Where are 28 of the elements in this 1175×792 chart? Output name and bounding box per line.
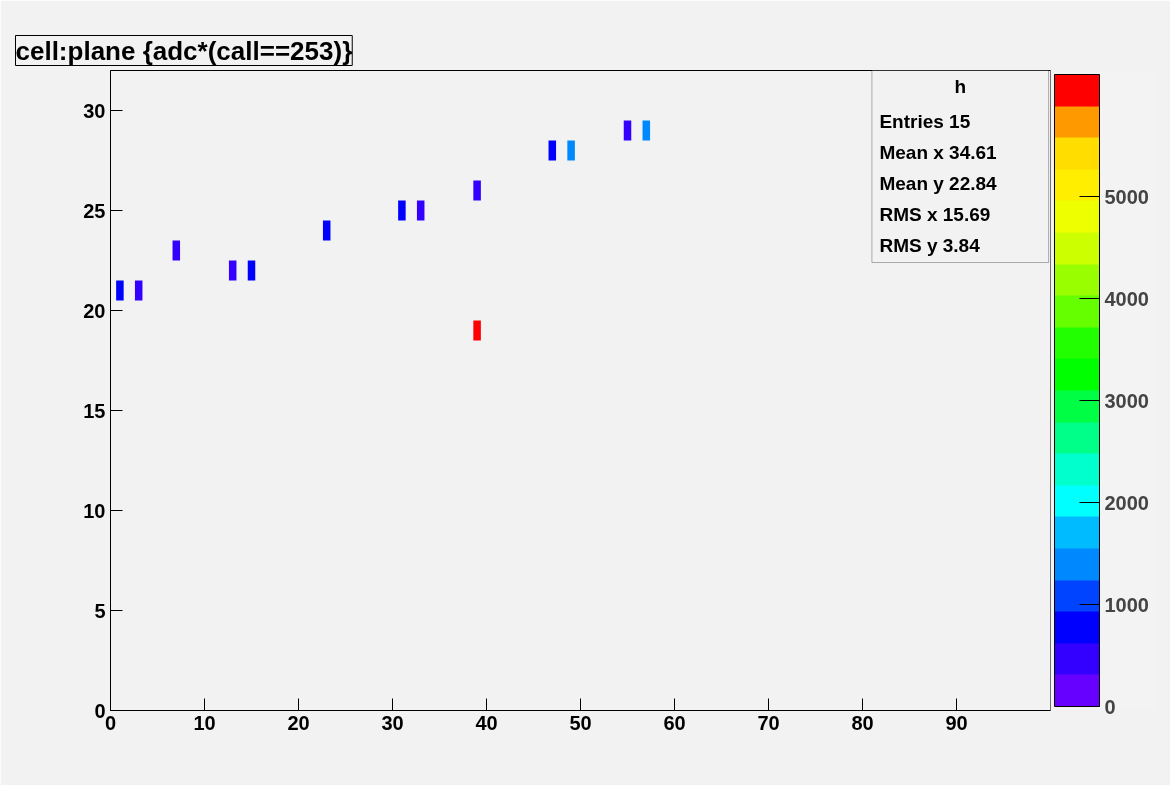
x-tick-label: 20: [287, 711, 310, 734]
color-bar-label: 2000: [1104, 491, 1149, 514]
y-tick-label: 5: [94, 599, 106, 622]
x-tick-label: 80: [851, 711, 874, 734]
chart-title: cell:plane {adc*(call==253)}: [15, 35, 353, 66]
y-tick-label: 15: [83, 399, 106, 422]
x-tick-label: 10: [193, 711, 216, 734]
annotation: Mean x 34.61: [879, 141, 998, 163]
y-tick-label: 10: [83, 499, 106, 522]
color-bar-label: 5000: [1104, 185, 1149, 208]
x-tick-label: 50: [569, 711, 592, 734]
y-tick-label: 30: [83, 99, 106, 122]
x-tick-label: 90: [945, 711, 968, 734]
annotation: Entries 15: [879, 110, 971, 132]
color-bar-label: 1000: [1104, 593, 1149, 616]
x-tick-label: 60: [663, 711, 686, 734]
annotation: RMS y 3.84: [879, 234, 981, 256]
color-bar-label: 4000: [1104, 287, 1149, 310]
y-tick-label: 25: [83, 199, 106, 222]
annotation: Mean y 22.84: [879, 172, 998, 194]
color-bar-label: 0: [1104, 695, 1116, 718]
x-tick-label: 70: [757, 711, 780, 734]
annotation: h: [954, 75, 967, 97]
color-bar-label: 3000: [1104, 389, 1149, 412]
annotation: RMS x 15.69: [879, 203, 991, 225]
x-tick-label: 40: [475, 711, 498, 734]
x-tick-label: 30: [381, 711, 404, 734]
y-tick-label: 20: [83, 299, 106, 322]
